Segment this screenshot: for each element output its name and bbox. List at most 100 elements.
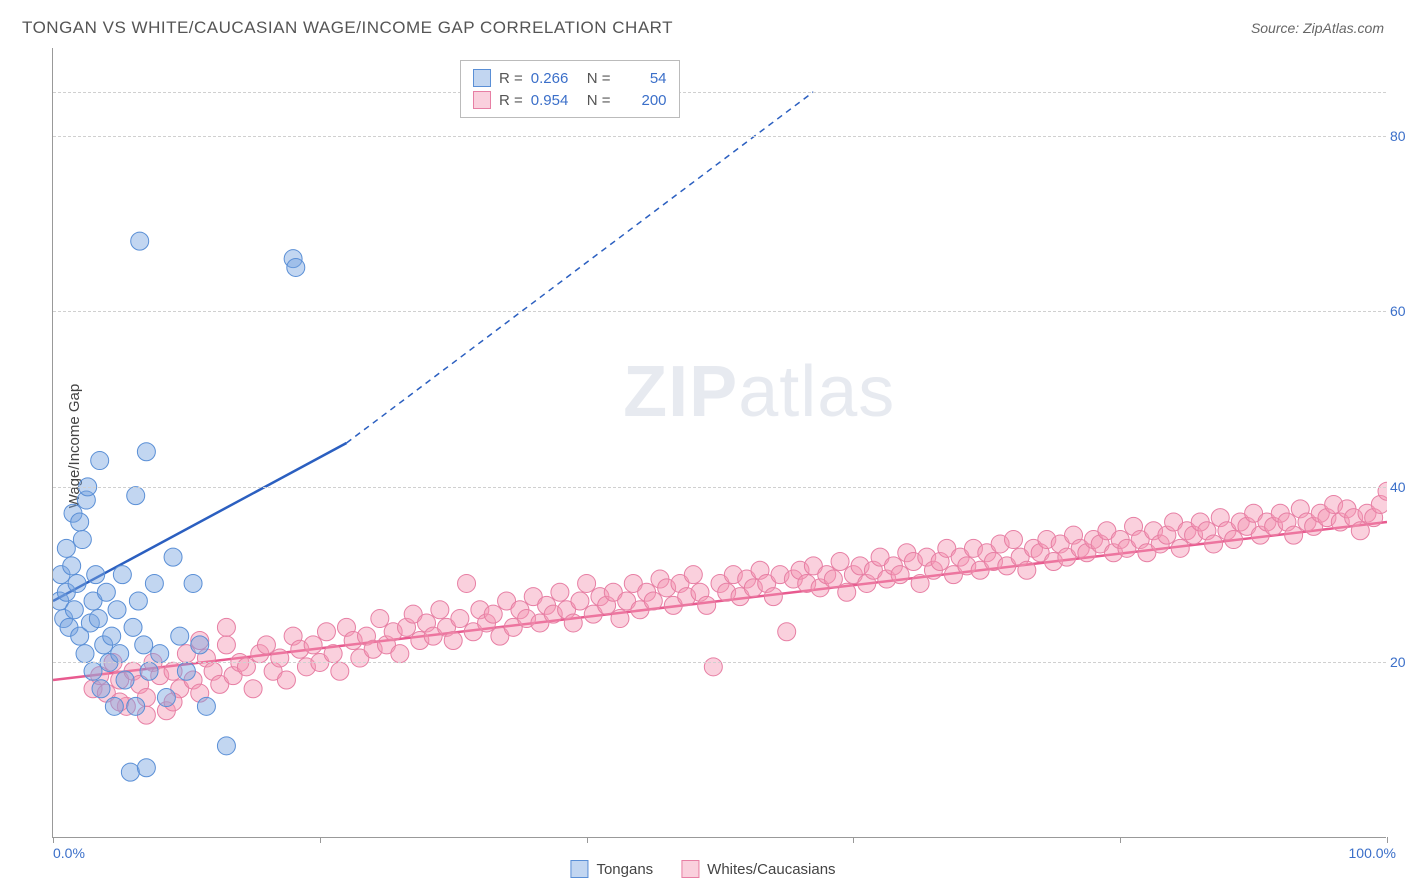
xtick xyxy=(53,837,54,843)
correlation-row-tongans: R = 0.266 N = 54 xyxy=(473,67,667,89)
scatter-point-tongans xyxy=(127,697,145,715)
scatter-point-whites xyxy=(484,605,502,623)
scatter-point-whites xyxy=(1285,526,1303,544)
r-label: R = xyxy=(499,70,523,87)
regression-line-tongans-dashed xyxy=(346,92,813,443)
scatter-point-tongans xyxy=(116,671,134,689)
gridline-h xyxy=(53,92,1386,93)
xtick xyxy=(1387,837,1388,843)
scatter-point-whites xyxy=(704,658,722,676)
ytick-label: 20.0% xyxy=(1390,654,1406,670)
scatter-point-tongans xyxy=(197,697,215,715)
scatter-point-tongans xyxy=(68,574,86,592)
scatter-point-tongans xyxy=(145,574,163,592)
swatch-tongans xyxy=(473,69,491,87)
ytick-label: 60.0% xyxy=(1390,303,1406,319)
scatter-point-tongans xyxy=(137,443,155,461)
scatter-point-tongans xyxy=(73,531,91,549)
chart-plot-area: 20.0%40.0%60.0%80.0%0.0%100.0% xyxy=(52,48,1386,838)
xtick-label-right: 100.0% xyxy=(1349,845,1396,861)
chart-header: TONGAN VS WHITE/CAUCASIAN WAGE/INCOME GA… xyxy=(22,18,1384,38)
scatter-point-whites xyxy=(391,645,409,663)
xtick xyxy=(1120,837,1121,843)
scatter-point-tongans xyxy=(97,583,115,601)
legend-label-whites: Whites/Caucasians xyxy=(707,861,835,878)
n-value-whites: 200 xyxy=(619,92,667,109)
scatter-point-whites xyxy=(304,636,322,654)
scatter-point-tongans xyxy=(111,645,129,663)
scatter-point-tongans xyxy=(171,627,189,645)
scatter-point-whites xyxy=(1205,535,1223,553)
scatter-point-tongans xyxy=(108,601,126,619)
scatter-point-whites xyxy=(824,570,842,588)
scatter-point-whites xyxy=(271,649,289,667)
series-legend: Tongans Whites/Caucasians xyxy=(570,860,835,878)
correlation-row-whites: R = 0.954 N = 200 xyxy=(473,89,667,111)
scatter-point-tongans xyxy=(84,662,102,680)
chart-title: TONGAN VS WHITE/CAUCASIAN WAGE/INCOME GA… xyxy=(22,18,673,38)
legend-item-whites: Whites/Caucasians xyxy=(681,860,835,878)
scatter-point-whites xyxy=(1171,539,1189,557)
scatter-point-whites xyxy=(698,596,716,614)
scatter-point-whites xyxy=(778,623,796,641)
scatter-point-tongans xyxy=(92,680,110,698)
scatter-point-whites xyxy=(838,583,856,601)
xtick xyxy=(853,837,854,843)
scatter-point-tongans xyxy=(91,452,109,470)
gridline-h xyxy=(53,487,1386,488)
scatter-point-whites xyxy=(257,636,275,654)
scatter-point-whites xyxy=(891,566,909,584)
scatter-point-whites xyxy=(1018,561,1036,579)
legend-label-tongans: Tongans xyxy=(596,861,653,878)
gridline-h xyxy=(53,662,1386,663)
scatter-point-tongans xyxy=(105,697,123,715)
scatter-point-tongans xyxy=(287,258,305,276)
scatter-point-tongans xyxy=(191,636,209,654)
legend-swatch-whites xyxy=(681,860,699,878)
scatter-point-tongans xyxy=(71,513,89,531)
legend-swatch-tongans xyxy=(570,860,588,878)
scatter-point-whites xyxy=(1351,522,1369,540)
scatter-point-tongans xyxy=(103,627,121,645)
scatter-point-tongans xyxy=(151,645,169,663)
scatter-point-whites xyxy=(911,574,929,592)
scatter-point-whites xyxy=(684,566,702,584)
scatter-point-whites xyxy=(644,592,662,610)
scatter-point-tongans xyxy=(177,662,195,680)
scatter-point-whites xyxy=(324,645,342,663)
xtick-label-left: 0.0% xyxy=(53,845,85,861)
scatter-point-whites xyxy=(611,610,629,628)
scatter-point-whites xyxy=(571,592,589,610)
scatter-point-tongans xyxy=(76,645,94,663)
scatter-point-tongans xyxy=(157,689,175,707)
scatter-point-whites xyxy=(217,618,235,636)
ytick-label: 80.0% xyxy=(1390,128,1406,144)
scatter-point-whites xyxy=(551,583,569,601)
scatter-point-tongans xyxy=(164,548,182,566)
scatter-point-tongans xyxy=(57,539,75,557)
scatter-point-tongans xyxy=(131,232,149,250)
gridline-h xyxy=(53,311,1386,312)
scatter-point-tongans xyxy=(63,557,81,575)
scatter-point-whites xyxy=(578,574,596,592)
r-value-whites: 0.954 xyxy=(531,92,579,109)
gridline-h xyxy=(53,136,1386,137)
swatch-whites xyxy=(473,91,491,109)
scatter-point-whites xyxy=(237,658,255,676)
xtick xyxy=(587,837,588,843)
scatter-point-whites xyxy=(217,636,235,654)
n-value-tongans: 54 xyxy=(619,70,667,87)
scatter-point-whites xyxy=(277,671,295,689)
scatter-plot-svg xyxy=(53,48,1387,838)
r-value-tongans: 0.266 xyxy=(531,70,579,87)
legend-item-tongans: Tongans xyxy=(570,860,653,878)
scatter-point-whites xyxy=(831,553,849,571)
xtick xyxy=(320,837,321,843)
scatter-point-whites xyxy=(244,680,262,698)
n-label-2: N = xyxy=(587,92,611,109)
scatter-point-whites xyxy=(1225,531,1243,549)
scatter-point-tongans xyxy=(140,662,158,680)
scatter-point-tongans xyxy=(137,759,155,777)
scatter-point-whites xyxy=(431,601,449,619)
scatter-point-tongans xyxy=(135,636,153,654)
